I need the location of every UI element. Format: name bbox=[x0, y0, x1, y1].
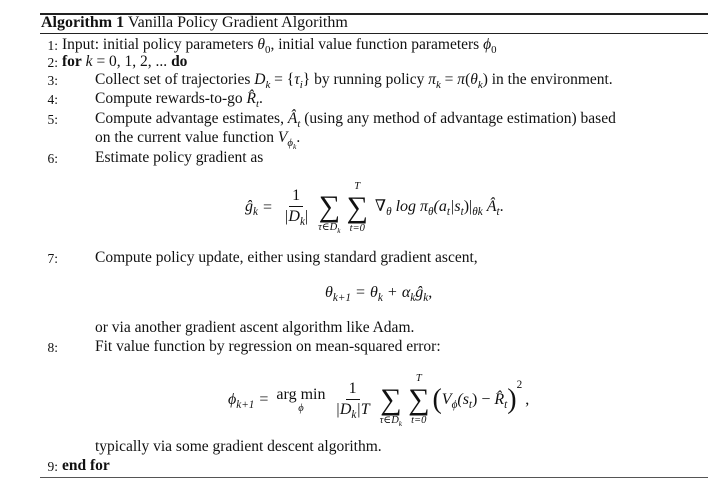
line-1: Input: initial policy parameters θ0, ini… bbox=[62, 36, 497, 57]
sum-over-time: T ∑ t=0 bbox=[408, 373, 430, 426]
math: R̂ bbox=[246, 90, 256, 107]
sum-over-trajectories: ∑ τ∈Dk bbox=[318, 190, 341, 236]
math-sub: 0 bbox=[491, 44, 497, 57]
gradient-term: ∇θ log πθ(at|st)|θk Ât. bbox=[374, 198, 504, 219]
line-number: 7: bbox=[47, 251, 58, 266]
text: , initial value function parameters bbox=[270, 36, 484, 53]
text: Estimate policy gradient as bbox=[95, 149, 264, 166]
text: . bbox=[259, 90, 263, 107]
policy-update-equation: θk+1 = θk + αkĝk, bbox=[325, 282, 432, 304]
sum-over-time: T ∑ t=0 bbox=[346, 180, 368, 234]
math-sub: k+1 bbox=[236, 398, 255, 411]
math-sub: i bbox=[299, 79, 303, 92]
keyword-do: do bbox=[171, 53, 188, 70]
math: Â bbox=[287, 110, 298, 127]
math-sub: t bbox=[297, 118, 301, 131]
line-4: Compute rewards-to-go R̂t. bbox=[95, 90, 263, 111]
line-number: 8: bbox=[47, 340, 58, 355]
math-sub: k bbox=[477, 79, 483, 92]
math: = { bbox=[270, 71, 295, 88]
text: ) in the environment. bbox=[482, 71, 613, 88]
math: θ bbox=[470, 71, 478, 88]
caption-rule bbox=[40, 33, 708, 34]
line-number: 5: bbox=[47, 112, 58, 127]
line-number: 1: bbox=[47, 38, 58, 53]
numerator: 1 bbox=[289, 186, 304, 208]
text: } by running policy bbox=[302, 71, 429, 88]
math: k bbox=[81, 53, 93, 70]
line-7-continued: or via another gradient ascent algorithm… bbox=[95, 319, 414, 337]
math-sub: t bbox=[256, 98, 260, 111]
sum-over-trajectories: ∑ τ∈Dk bbox=[379, 382, 403, 428]
bottom-rule bbox=[40, 477, 708, 478]
math-sub: k bbox=[253, 206, 258, 219]
policy-gradient-equation: ĝk = 1 |Dk| ∑ τ∈Dk T ∑ t=0 ∇θ log πθ(at|st)|… bbox=[245, 180, 504, 235]
line-9: end for bbox=[62, 457, 110, 475]
line-number: 2: bbox=[47, 55, 58, 70]
text: (using any method of advantage estimatio… bbox=[300, 110, 616, 127]
keyword-for: for bbox=[62, 53, 82, 70]
open-paren: ( bbox=[432, 384, 442, 415]
line-number: 4: bbox=[47, 92, 58, 107]
line-2: for k = 0, 1, 2, ... do bbox=[62, 53, 187, 71]
line-8-continued: typically via some gradient descent algo… bbox=[95, 438, 382, 456]
math-sub: k bbox=[435, 79, 441, 92]
math-sub: k bbox=[293, 142, 297, 152]
algorithm-label: Algorithm 1 bbox=[41, 14, 125, 31]
algorithm-caption: Algorithm 1 Vanilla Policy Gradient Algo… bbox=[41, 14, 348, 32]
line-6: Estimate policy gradient as bbox=[95, 149, 263, 167]
math-sub: k+1 bbox=[332, 292, 351, 304]
eq3-lhs: ϕk+1 bbox=[228, 390, 255, 411]
math: D bbox=[254, 71, 266, 88]
math: ϕ bbox=[483, 36, 492, 53]
math-sub: 0 bbox=[265, 44, 271, 57]
value-regression-equation: ϕk+1 = arg min ϕ 1 |Dk|T ∑ τ∈Dk T ∑ t=0 ( Vϕ(s… bbox=[228, 373, 530, 428]
close-paren: ) bbox=[507, 384, 517, 415]
line-7: Compute policy update, either using stan… bbox=[95, 249, 478, 267]
math: θ bbox=[257, 36, 266, 53]
line-5-continued: on the current value function Vϕk. bbox=[95, 129, 301, 151]
line-number: 3: bbox=[47, 73, 58, 88]
math-sub: k bbox=[265, 79, 271, 92]
line-3: Collect set of trajectories Dk = {τi} by… bbox=[95, 71, 613, 92]
algorithm-title: Vanilla Policy Gradient Algorithm bbox=[127, 14, 348, 31]
math: τ bbox=[294, 71, 300, 88]
text: Compute advantage estimates, bbox=[95, 110, 288, 127]
square-exponent: 2, bbox=[516, 378, 530, 408]
top-rule bbox=[40, 13, 708, 15]
line-number: 6: bbox=[47, 151, 58, 166]
eq2-body: θk+1 = θk + αkĝk, bbox=[325, 283, 433, 304]
math: π bbox=[457, 71, 466, 88]
math: π bbox=[428, 71, 436, 88]
math: = bbox=[262, 198, 272, 216]
math-sub: ϕ bbox=[287, 137, 294, 150]
fraction: 1 |Dk| bbox=[281, 186, 311, 228]
text: typically via some gradient descent algo… bbox=[95, 438, 382, 455]
math: = bbox=[440, 71, 458, 88]
text: Fit value function by regression on mean… bbox=[95, 338, 441, 355]
line-number: 9: bbox=[47, 459, 58, 474]
argmin: arg min ϕ bbox=[276, 386, 326, 414]
text: on the current value function bbox=[95, 129, 278, 146]
math: ( bbox=[465, 71, 471, 88]
math: ĝ bbox=[245, 198, 253, 216]
line-8: Fit value function by regression on mean… bbox=[95, 338, 441, 356]
line-5: Compute advantage estimates, Ât (using a… bbox=[95, 110, 616, 131]
math: = 0, 1, 2, ... bbox=[92, 53, 172, 70]
math: V bbox=[277, 129, 288, 146]
eq1-lhs: ĝk bbox=[245, 196, 258, 218]
text: . bbox=[296, 129, 301, 146]
keyword-end-for: end for bbox=[62, 457, 110, 474]
text: Input: initial policy parameters bbox=[62, 36, 258, 53]
text: Compute rewards-to-go bbox=[95, 90, 247, 107]
fraction: 1 |Dk|T bbox=[335, 379, 370, 421]
text: Collect set of trajectories bbox=[95, 71, 255, 88]
residual-term: Vϕ(st) − R̂t bbox=[441, 390, 508, 411]
denominator: |Dk| bbox=[284, 208, 309, 229]
text: Compute policy update, either using stan… bbox=[95, 249, 478, 266]
text: or via another gradient ascent algorithm… bbox=[95, 319, 415, 336]
